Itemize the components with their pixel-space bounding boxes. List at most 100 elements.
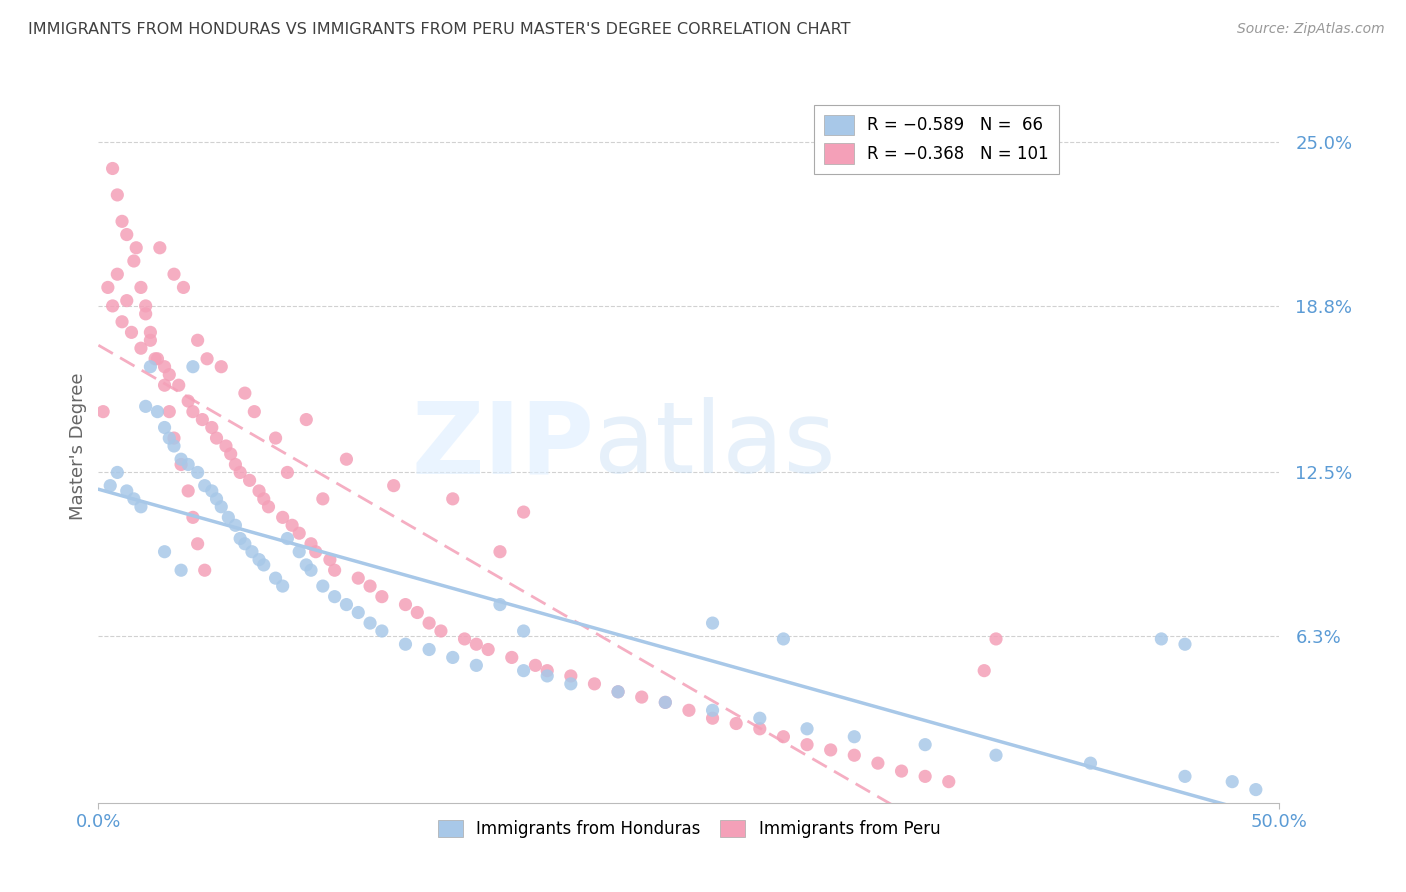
Point [748, 722, 770, 736]
Point [240, 545, 263, 559]
Point [181, 510, 204, 524]
Point [288, 545, 311, 559]
Y-axis label: Master's Degree: Master's Degree [69, 372, 87, 520]
Point [312, 579, 335, 593]
Point [796, 722, 818, 736]
Point [371, 590, 394, 604]
Point [264, 571, 287, 585]
Point [938, 774, 960, 789]
Point [914, 769, 936, 783]
Point [153, 545, 176, 559]
Point [1174, 769, 1197, 783]
Point [890, 764, 912, 778]
Point [229, 466, 252, 480]
Point [772, 730, 794, 744]
Point [224, 518, 246, 533]
Point [111, 315, 134, 329]
Point [512, 505, 534, 519]
Point [359, 579, 381, 593]
Text: atlas: atlas [595, 398, 837, 494]
Point [984, 748, 1007, 763]
Point [288, 526, 311, 541]
Point [305, 545, 328, 559]
Point [163, 431, 186, 445]
Point [796, 738, 818, 752]
Point [205, 491, 228, 506]
Point [177, 394, 200, 409]
Point [1150, 632, 1173, 646]
Point [115, 227, 138, 242]
Point [139, 333, 162, 347]
Point [187, 466, 209, 480]
Point [115, 293, 138, 308]
Point [125, 241, 148, 255]
Point [201, 483, 224, 498]
Point [583, 677, 606, 691]
Point [536, 669, 558, 683]
Point [233, 386, 256, 401]
Point [229, 532, 252, 546]
Point [702, 703, 724, 717]
Point [335, 452, 357, 467]
Point [512, 624, 534, 638]
Point [247, 483, 270, 498]
Point [253, 491, 276, 506]
Point [276, 466, 298, 480]
Point [844, 730, 866, 744]
Point [678, 703, 700, 717]
Point [170, 563, 193, 577]
Point [607, 685, 630, 699]
Point [984, 632, 1007, 646]
Point [243, 404, 266, 418]
Point [153, 378, 176, 392]
Point [630, 690, 652, 704]
Point [247, 552, 270, 566]
Text: Source: ZipAtlas.com: Source: ZipAtlas.com [1237, 22, 1385, 37]
Point [170, 452, 193, 467]
Point [347, 571, 370, 585]
Point [359, 616, 381, 631]
Point [560, 677, 582, 691]
Point [418, 642, 440, 657]
Point [153, 420, 176, 434]
Point [394, 637, 416, 651]
Point [239, 474, 262, 488]
Point [209, 359, 232, 374]
Point [143, 351, 166, 366]
Point [205, 431, 228, 445]
Point [101, 299, 124, 313]
Point [382, 478, 405, 492]
Point [91, 404, 114, 418]
Point [654, 695, 676, 709]
Point [177, 483, 200, 498]
Point [501, 650, 523, 665]
Point [312, 491, 335, 506]
Point [866, 756, 889, 771]
Point [1174, 637, 1197, 651]
Point [163, 439, 186, 453]
Point [844, 748, 866, 763]
Point [224, 458, 246, 472]
Point [215, 439, 238, 453]
Point [536, 664, 558, 678]
Point [209, 500, 232, 514]
Point [194, 478, 217, 492]
Point [281, 518, 304, 533]
Point [157, 368, 180, 382]
Point [560, 669, 582, 683]
Point [271, 510, 294, 524]
Point [654, 695, 676, 709]
Point [170, 458, 193, 472]
Point [465, 658, 488, 673]
Point [299, 563, 322, 577]
Point [167, 378, 190, 392]
Point [135, 307, 157, 321]
Point [299, 537, 322, 551]
Point [191, 412, 214, 426]
Point [702, 711, 724, 725]
Point [477, 642, 499, 657]
Point [101, 161, 124, 176]
Point [129, 280, 152, 294]
Point [122, 491, 145, 506]
Point [1244, 782, 1267, 797]
